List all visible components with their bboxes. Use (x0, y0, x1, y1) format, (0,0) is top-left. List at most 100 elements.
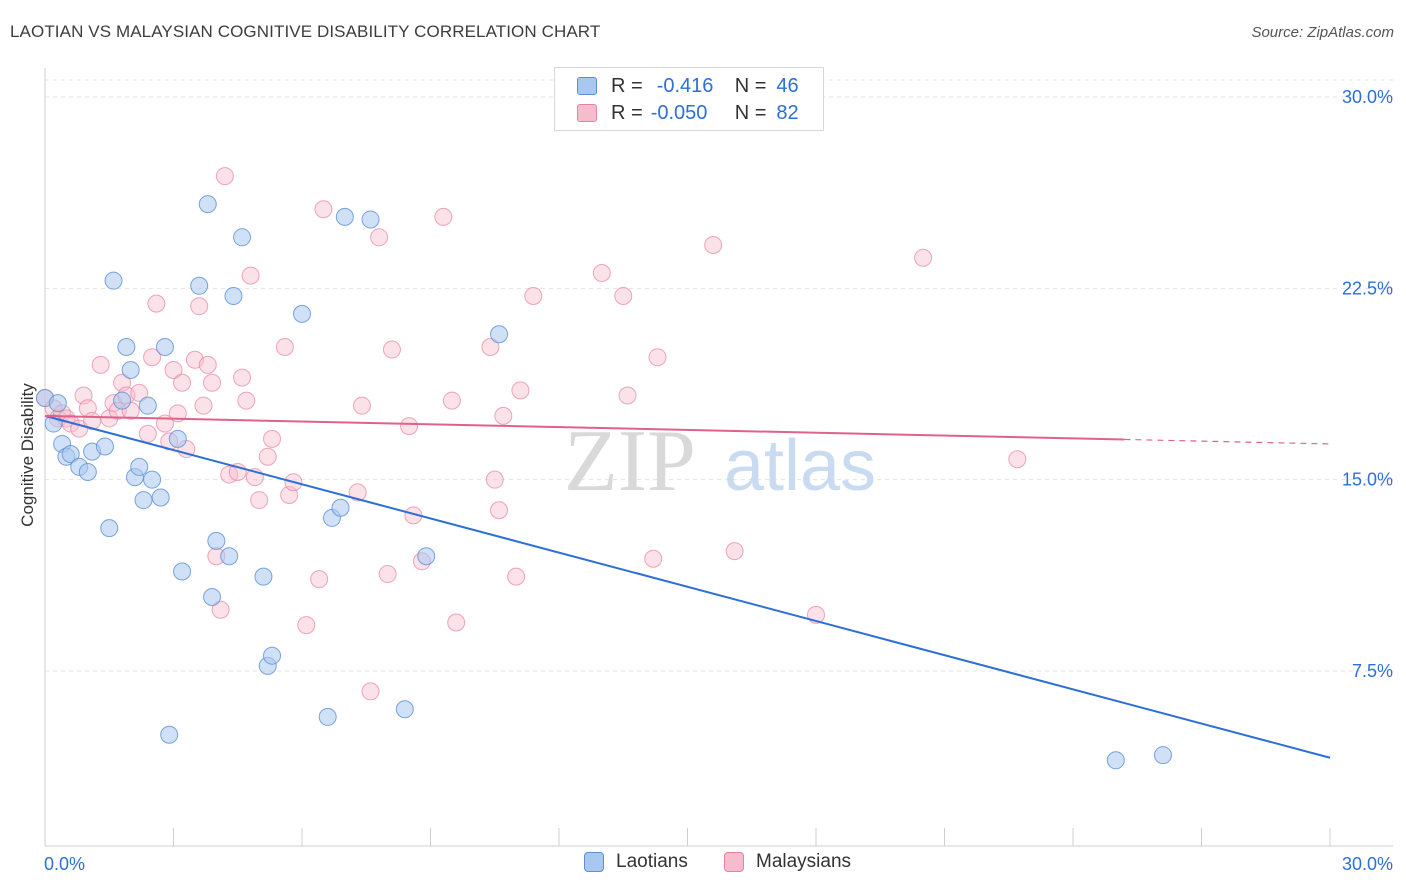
laotian-point (203, 588, 222, 607)
laotian-point (220, 547, 239, 566)
laotian-point (95, 437, 114, 456)
malaysian-point (194, 396, 213, 415)
laotian-point (151, 488, 170, 507)
laotian-point (318, 707, 337, 726)
malaysian-point (361, 682, 380, 701)
x-tick-label: 30.0% (1342, 854, 1393, 874)
laotian-point (61, 445, 80, 464)
r-value: -0.416 (656, 74, 714, 97)
malaysian-point (130, 383, 149, 402)
laotian-point (117, 338, 136, 357)
laotian-legend-swatch (584, 852, 604, 872)
chart-title: LAOTIAN VS MALAYSIAN COGNITIVE DISABILIT… (10, 22, 601, 41)
watermark-atlas: atlas (724, 426, 876, 506)
malaysian-point (592, 264, 611, 283)
laotian-point (233, 228, 252, 247)
laotian-trend-line (44, 414, 1331, 759)
malaysian-point (725, 542, 744, 561)
malaysian-point (704, 235, 723, 254)
laotian-point (168, 429, 187, 448)
malaysian-point (352, 396, 371, 415)
y-tick-label: 30.0% (1342, 87, 1393, 107)
malaysian-point (203, 373, 222, 392)
x-tick-label: 0.0% (44, 854, 85, 874)
laotian-point (254, 567, 273, 586)
malaysian-point (490, 501, 509, 520)
laotian-point (1106, 751, 1125, 770)
malaysian-point (164, 360, 183, 379)
laotian-point (263, 646, 282, 665)
malaysian-point (644, 549, 663, 568)
laotian-point (224, 286, 243, 305)
malaysian-point (382, 340, 401, 359)
malaysian-point (310, 570, 329, 589)
laotian-swatch (577, 77, 597, 95)
malaysian-point (241, 266, 260, 285)
malaysian-point (648, 348, 667, 367)
malaysian-point (442, 391, 461, 410)
malaysian-point (618, 386, 637, 405)
n-label: N = (734, 101, 767, 124)
malaysian-point (275, 338, 294, 357)
malaysian-point (494, 406, 513, 425)
laotian-point (113, 391, 132, 410)
y-tick-label: 7.5% (1352, 661, 1393, 681)
malaysian-point (198, 355, 217, 374)
malaysian-point (348, 483, 367, 502)
malaysian-point (138, 424, 157, 443)
legend-label-laotians: Laotians (616, 851, 688, 872)
malaysian-point (434, 207, 453, 226)
malaysian-point (511, 381, 530, 400)
y-tick-label: 15.0% (1342, 470, 1393, 490)
y-tick-label: 22.5% (1342, 278, 1393, 298)
malaysian-point (485, 470, 504, 489)
laotian-point (130, 457, 149, 476)
malaysian-point (173, 373, 192, 392)
malaysian-point (215, 167, 234, 186)
laotian-point (78, 463, 97, 482)
legend-label-malaysians: Malaysians (756, 851, 852, 872)
malaysian-point (91, 355, 110, 374)
legend-item-malaysians[interactable]: Malaysians (724, 851, 851, 873)
malaysian-point (378, 565, 397, 584)
malaysian-point (1008, 450, 1027, 469)
malaysian-point (481, 338, 500, 357)
r-label: R = (611, 101, 643, 124)
r-label: R = (611, 74, 643, 97)
laotian-point (490, 325, 509, 344)
malaysian-point (614, 286, 633, 305)
laotian-point (160, 725, 179, 744)
laotian-point (104, 271, 123, 290)
laotian-point (134, 491, 153, 510)
malaysian-trend-line (44, 414, 1125, 441)
laotian-point (395, 700, 414, 719)
malaysian-swatch (577, 104, 597, 122)
laotian-point (138, 396, 157, 415)
malaysian-point (190, 297, 209, 316)
malaysian-point (297, 616, 316, 635)
n-value: 46 (776, 74, 799, 97)
malaysian-point (143, 348, 162, 367)
malaysian-point (168, 404, 187, 423)
malaysian-point (314, 200, 333, 219)
laotian-point (173, 562, 192, 581)
laotian-point (143, 470, 162, 489)
laotian-point (100, 519, 119, 538)
laotian-point (293, 304, 311, 323)
malaysian-point (258, 447, 277, 466)
r-value: -0.050 (650, 101, 708, 124)
laotian-point (198, 195, 217, 214)
legend-row-laotians: R = -0.416 N = 46 (577, 73, 799, 99)
malaysian-trend-extension (1124, 438, 1331, 445)
series-legend: Laotians Malaysians (0, 851, 1406, 877)
watermark: ZIP atlas (564, 413, 876, 510)
malaysian-point (233, 368, 252, 387)
laotian-point (190, 276, 209, 295)
malaysian-point (507, 567, 526, 586)
laotian-point (417, 547, 436, 566)
stats-legend: R = -0.416 N = 46 R = -0.050 N = 82 (554, 67, 824, 131)
legend-item-laotians[interactable]: Laotians (584, 851, 688, 873)
laotian-point (331, 498, 350, 517)
malaysian-point (914, 248, 933, 267)
laotian-point (155, 338, 174, 357)
